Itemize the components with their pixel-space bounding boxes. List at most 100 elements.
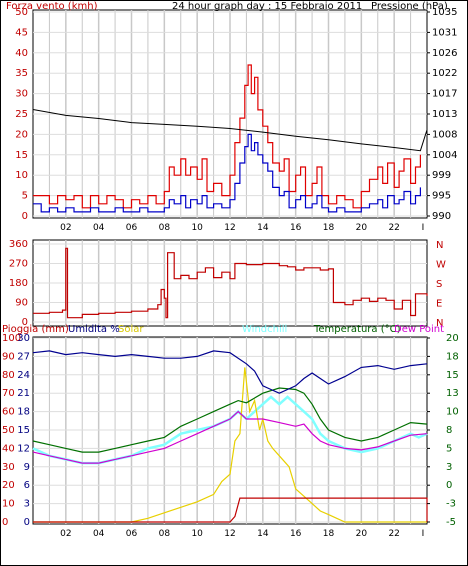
temperature-tick-label: 15 <box>446 370 459 381</box>
wind-speed-tick-label: 5 <box>22 191 28 202</box>
temperature-tick-label: 13 <box>446 388 459 399</box>
time-tick-label: I <box>422 223 425 233</box>
time-tick-label: 22 <box>388 223 399 233</box>
humidity-tick-label: 18 <box>17 407 30 418</box>
time-tick-label: 04 <box>93 529 105 539</box>
humidity-tick-label: 0 <box>24 517 30 528</box>
time-tick-label: 06 <box>126 529 138 539</box>
pressure-tick-label: 1013 <box>432 109 457 120</box>
windchill-label: Windchill <box>242 324 287 335</box>
wind-speed-tick-label: 25 <box>15 109 28 120</box>
wind-speed-tick-label: 30 <box>15 89 28 100</box>
pressure-tick-label: 1031 <box>432 27 457 38</box>
wind-speed-tick-label: 35 <box>15 68 28 79</box>
temperature-tick-label: 5 <box>446 443 452 454</box>
rain-label: Pioggia (mm) <box>2 324 69 335</box>
temperature-label: Temperatura (°C) <box>313 324 401 335</box>
rain-tick-label: 70 <box>2 388 15 399</box>
dewpoint-label: Dew Point <box>394 324 444 335</box>
time-tick-label: 12 <box>224 529 235 539</box>
humidity-tick-label: 21 <box>17 388 30 399</box>
temperature-axis-ticks: -5 -3 0 3 5 8 10 13 15 18 20 <box>427 333 459 528</box>
dewpoint-line <box>32 410 428 464</box>
pressure-tick-label: 1035 <box>432 7 457 18</box>
time-axis-ticks-top: 02 04 06 08 10 12 14 16 18 20 22 I <box>60 223 424 233</box>
time-tick-label: 20 <box>356 223 368 233</box>
humidity-line <box>32 350 428 394</box>
time-tick-label: 08 <box>159 223 171 233</box>
pressure-tick-label: 999 <box>432 170 451 181</box>
rain-humidity-temperature-series <box>32 350 428 523</box>
rain-tick-label: 20 <box>2 480 15 491</box>
time-tick-label: 04 <box>93 223 105 233</box>
rain-tick-label: 90 <box>2 351 15 362</box>
time-tick-label: 08 <box>159 529 171 539</box>
temperature-tick-label: 3 <box>446 462 452 473</box>
pressure-tick-label: 1008 <box>432 129 457 140</box>
time-tick-label: 18 <box>323 529 335 539</box>
time-tick-label: 22 <box>388 529 399 539</box>
wind-speed-tick-label: 20 <box>15 129 28 140</box>
wind-speed-tick-label: 45 <box>15 27 28 38</box>
chart-title: 24 hour graph day : 15 Febbraio 2011 <box>172 1 362 12</box>
wind-direction-compass-label: E <box>436 299 442 310</box>
temperature-tick-label: 8 <box>446 425 452 436</box>
wind-speed-tick-label: 0 <box>22 211 28 222</box>
wind-direction-compass-label: W <box>436 260 446 271</box>
rain-tick-label: 0 <box>2 517 8 528</box>
humidity-tick-label: 24 <box>17 370 30 381</box>
time-tick-label: 10 <box>191 529 203 539</box>
wind-speed-tick-label: 50 <box>15 7 28 18</box>
time-tick-label: 02 <box>60 223 71 233</box>
humidity-tick-label: 3 <box>24 499 30 510</box>
time-tick-label: 20 <box>356 529 368 539</box>
pressure-tick-label: 1017 <box>432 89 457 100</box>
humidity-tick-label: 12 <box>17 443 30 454</box>
rain-tick-label: 60 <box>2 407 15 418</box>
temperature-tick-label: 0 <box>446 480 452 491</box>
wind-direction-compass-label: N <box>436 240 443 251</box>
pressure-tick-label: 990 <box>432 211 451 222</box>
pressure-tick-label: 1026 <box>432 48 457 59</box>
wind-speed-axis-ticks: 0 5 10 15 20 25 30 35 40 45 50 <box>15 7 28 222</box>
wind-direction-degree-label: 180 <box>9 278 28 289</box>
pressure-tick-label: 1022 <box>432 68 457 79</box>
time-tick-label: 10 <box>191 223 203 233</box>
pressure-tick-label: 995 <box>432 191 451 202</box>
humidity-tick-label: 30 <box>17 333 30 344</box>
temperature-tick-label: 10 <box>446 407 459 418</box>
wind-direction-compass-label: N <box>436 318 443 329</box>
wind-direction-degree-label: 0 <box>22 317 28 328</box>
rain-tick-label: 30 <box>2 462 15 473</box>
temperature-tick-label: 20 <box>446 333 459 344</box>
pressure-axis-label: Pressione (hPa) <box>371 1 448 12</box>
wind-speed-tick-label: 10 <box>15 170 28 181</box>
time-tick-label: 06 <box>126 223 138 233</box>
time-tick-label: 02 <box>60 529 71 539</box>
time-tick-label: 16 <box>290 529 302 539</box>
rain-tick-label: 40 <box>2 443 15 454</box>
temperature-tick-label: 18 <box>446 351 459 362</box>
temperature-line <box>32 387 428 453</box>
wind-average-line <box>33 133 421 213</box>
wind-direction-degree-ticks: 0 90 180 270 360 <box>9 239 28 328</box>
time-tick-label: 18 <box>323 223 335 233</box>
humidity-tick-label: 27 <box>17 351 30 362</box>
humidity-tick-label: 9 <box>24 462 30 473</box>
time-tick-label: I <box>422 529 425 539</box>
solar-line <box>33 367 427 523</box>
wind-speed-axis-label: Forza vento (kmh) <box>6 1 98 12</box>
wind-direction-series <box>33 247 428 319</box>
wind-direction-grid <box>33 240 427 326</box>
temperature-tick-label: -3 <box>446 499 456 510</box>
time-axis-ticks-bottom: 02 04 06 08 10 12 14 16 18 20 22 I <box>60 529 424 539</box>
solar-label: Solar <box>118 324 144 335</box>
humidity-tick-label: 6 <box>24 480 30 491</box>
rain-tick-label: 10 <box>2 499 15 510</box>
rain-line <box>33 497 428 523</box>
pressure-tick-label: 1004 <box>432 150 457 161</box>
